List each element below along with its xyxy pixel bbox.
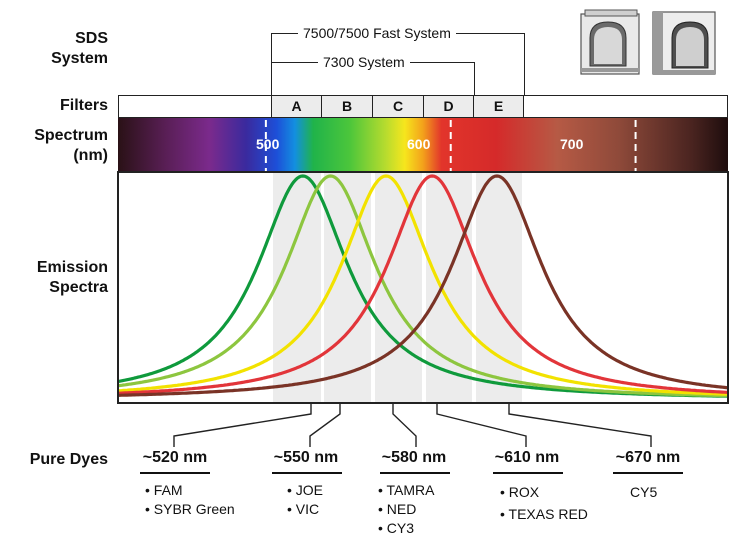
- filter-band-2: [375, 172, 422, 403]
- spectrum-label-line2: (nm): [73, 147, 108, 164]
- dye-580-wavelength: ~580 nm: [381, 449, 447, 466]
- dye-580-list: • TAMRA • NED • CY3: [378, 481, 435, 538]
- tick-600: 600: [407, 136, 431, 152]
- leader-line-2: [392, 404, 417, 447]
- leader-line-4: [508, 404, 652, 447]
- sds-label-line1: SDS: [75, 30, 108, 47]
- leader-line-0: [173, 404, 312, 447]
- emission-label-line1: Emission: [36, 259, 108, 276]
- leader-line-3: [436, 404, 527, 447]
- dye-610-wavelength: ~610 nm: [494, 449, 560, 466]
- filter-bands: [273, 172, 522, 403]
- dye-550-wavelength: ~550 nm: [273, 449, 339, 466]
- dye-joe: • JOE: [287, 482, 324, 498]
- tick-700: 700: [560, 136, 584, 152]
- dye-cy3: • CY3: [378, 520, 415, 536]
- dye-580-underline: [380, 472, 450, 474]
- tick-500: 500: [256, 136, 280, 152]
- emission-curve-3: [118, 174, 729, 395]
- dye-670-list: CY5: [630, 483, 657, 502]
- filter-b: B: [321, 95, 373, 118]
- dye-tamra: • TAMRA: [378, 482, 435, 498]
- dye-rox: • ROX: [500, 484, 540, 500]
- filter-band-4: [476, 172, 522, 403]
- emission-curve-4: [118, 174, 729, 397]
- instrument-7500-icon: [580, 9, 640, 75]
- dye-670-underline: [613, 472, 683, 474]
- emission-curves: [117, 174, 729, 398]
- filter-e: E: [473, 95, 524, 118]
- sds-label-line2: System: [51, 50, 108, 67]
- dye-leader-lines: [173, 404, 652, 447]
- emission-label: Emission Spectra: [10, 258, 108, 298]
- spectrum-label-line1: Spectrum: [34, 127, 108, 144]
- system-7300-label: 7300 System: [318, 54, 410, 70]
- dye-520-list: • FAM • SYBR Green: [145, 481, 235, 519]
- dye-fam: • FAM: [145, 482, 183, 498]
- leader-line-1: [309, 404, 341, 447]
- dye-texas-red: • TEXAS RED: [500, 506, 588, 522]
- sds-system-label: SDS System: [20, 29, 108, 69]
- emission-label-line2: Spectra: [49, 279, 108, 296]
- filter-band-0: [273, 172, 321, 403]
- dye-670-wavelength: ~670 nm: [615, 449, 681, 466]
- dye-610-underline: [493, 472, 563, 474]
- pure-dyes-label: Pure Dyes: [29, 451, 108, 468]
- dye-vic: • VIC: [287, 501, 320, 517]
- system-fast-label: 7500/7500 Fast System: [298, 25, 456, 41]
- filters-label: Filters: [59, 97, 108, 114]
- dye-cy5: CY5: [630, 484, 658, 500]
- dye-520-underline: [140, 472, 210, 474]
- emission-curve-0: [117, 174, 729, 398]
- emission-curve-2: [117, 174, 729, 396]
- spectrum-bar: [118, 118, 728, 172]
- dye-ned: • NED: [378, 501, 417, 517]
- instrument-7300-icon: [652, 11, 716, 75]
- dye-550-list: • JOE • VIC: [287, 481, 323, 519]
- plot-frame: [117, 171, 729, 404]
- spectrum-label: Spectrum (nm): [10, 126, 108, 166]
- spectrum-markers: [264, 120, 637, 171]
- dye-610-list: • ROX • TEXAS RED: [500, 481, 588, 525]
- dye-sybr-green: • SYBR Green: [145, 501, 235, 517]
- dye-550-underline: [272, 472, 342, 474]
- emission-curve-1: [117, 174, 728, 398]
- dye-520-wavelength: ~520 nm: [142, 449, 208, 466]
